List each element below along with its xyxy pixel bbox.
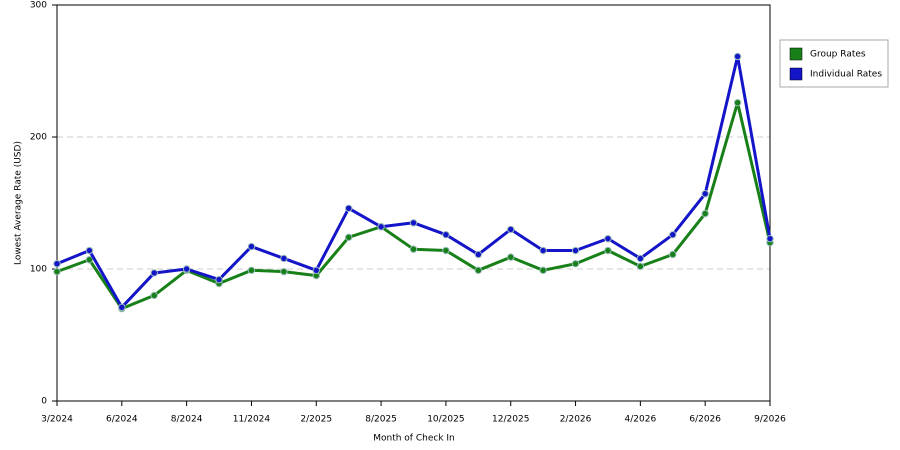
data-point [150, 269, 158, 277]
data-point [474, 266, 483, 275]
data-point [344, 204, 353, 212]
data-point [636, 262, 645, 271]
x-tick-label: 2/2025 [300, 415, 332, 425]
data-point [733, 52, 742, 61]
x-tick-label: 4/2026 [625, 415, 657, 425]
y-tick-label: 200 [30, 133, 47, 143]
x-tick-label: 6/2024 [106, 415, 138, 425]
data-point [604, 234, 612, 243]
x-tick-label: 10/2025 [427, 415, 464, 425]
data-point [766, 234, 774, 243]
plot-frame [56, 4, 771, 402]
data-point [53, 260, 61, 268]
x-tick-label: 2/2026 [560, 415, 592, 425]
data-point [701, 190, 709, 198]
data-point [344, 233, 353, 242]
y-tick-label: 100 [30, 265, 47, 275]
x-tick-label: 6/2026 [689, 415, 721, 425]
data-point [507, 253, 515, 261]
data-point [539, 266, 547, 275]
data-point [409, 245, 418, 253]
data-point [280, 254, 288, 263]
data-point [442, 246, 450, 255]
x-tick-label: 12/2025 [492, 415, 529, 425]
data-point [571, 246, 580, 255]
data-point [669, 250, 677, 259]
data-point [150, 291, 158, 300]
x-axis-title: Month of Check In [373, 434, 455, 444]
data-point [85, 256, 94, 264]
data-point [85, 246, 94, 255]
x-tick-label: 3/2024 [41, 415, 73, 425]
data-point [409, 219, 418, 227]
x-tick-label: 8/2025 [365, 415, 397, 425]
data-point [669, 230, 677, 239]
data-point [247, 242, 256, 251]
series-line [56, 54, 772, 309]
legend-label: Group Rates [810, 50, 866, 60]
data-point [701, 209, 709, 218]
data-point [474, 250, 483, 259]
data-point [507, 225, 515, 234]
data-point [604, 246, 612, 255]
x-tick-label: 11/2024 [233, 415, 271, 425]
data-point [312, 266, 320, 275]
legend-label: Individual Rates [810, 70, 882, 80]
legend-swatch [789, 47, 803, 61]
data-point [571, 260, 580, 268]
data-point [442, 230, 450, 239]
data-point [182, 265, 191, 273]
data-point [377, 223, 385, 231]
data-point [733, 98, 742, 107]
y-tick-label: 0 [41, 397, 47, 407]
x-tick-label: 9/2026 [754, 415, 786, 425]
y-tick-label: 300 [30, 1, 47, 11]
data-point [539, 246, 547, 255]
data-point [215, 275, 223, 284]
series-line [56, 101, 772, 311]
data-point [636, 254, 645, 263]
data-point [280, 267, 288, 276]
data-point [118, 303, 126, 311]
data-point [53, 267, 61, 276]
data-point [247, 266, 256, 275]
y-axis-title: Lowest Average Rate (USD) [14, 141, 24, 265]
x-tick-label: 8/2024 [171, 415, 203, 425]
legend-swatch [789, 67, 803, 81]
